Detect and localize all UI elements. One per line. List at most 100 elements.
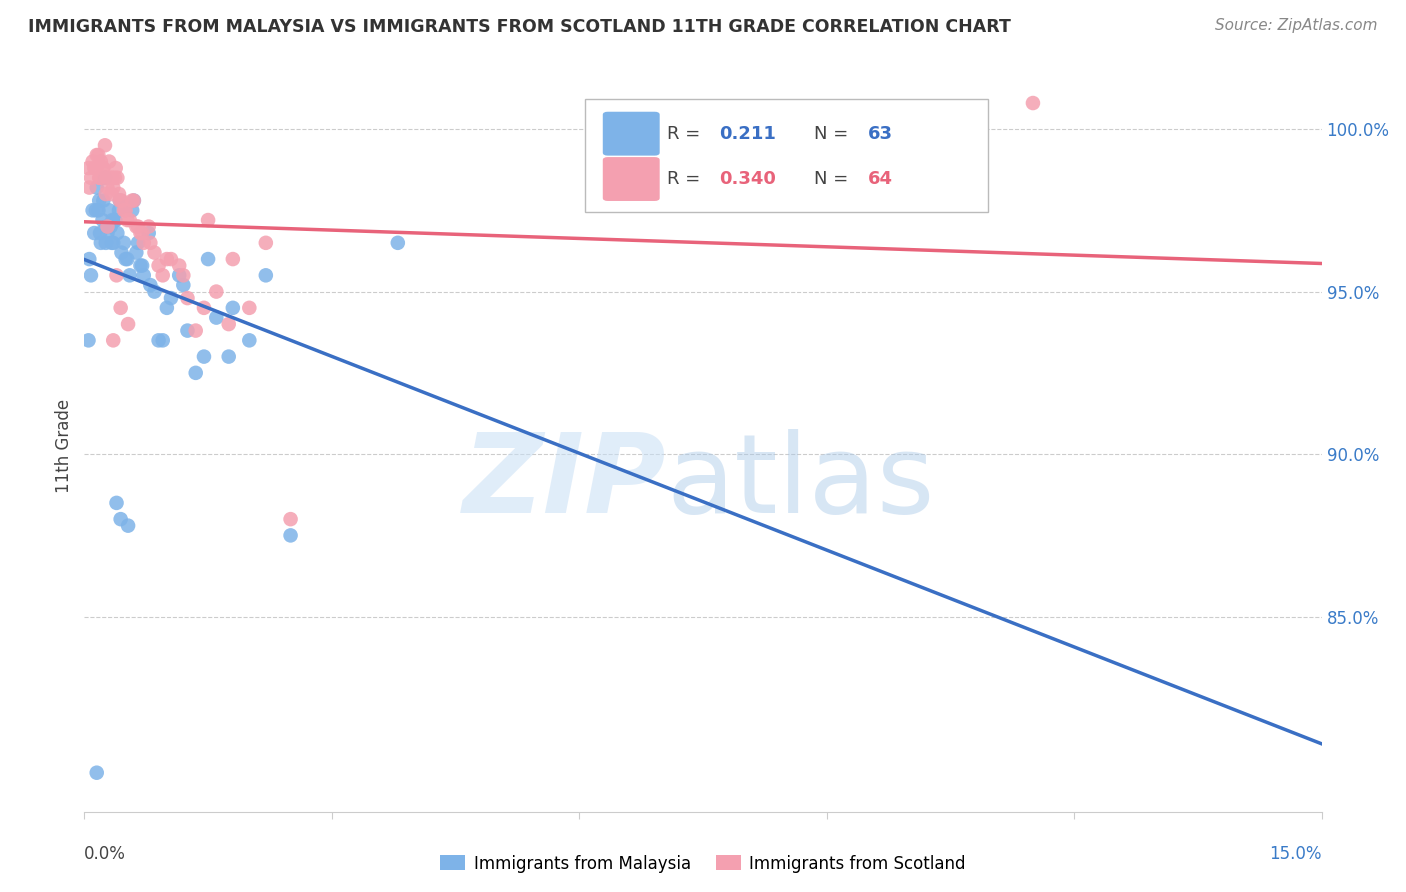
Point: [132, 268, 155, 283]
Text: 15.0%: 15.0%: [1270, 845, 1322, 863]
Point: [118, 213, 141, 227]
Point: [108, 194, 131, 208]
Point: [139, 235, 162, 250]
Point: [108, 187, 131, 202]
Point: [114, 252, 136, 266]
Point: [160, 252, 183, 266]
Point: [101, 213, 124, 227]
Point: [84, 161, 107, 175]
Point: [103, 334, 125, 348]
Point: [94, 187, 117, 202]
Point: [96, 226, 118, 240]
Point: [100, 219, 122, 234]
Point: [238, 301, 260, 315]
Point: [280, 528, 302, 542]
Point: [197, 252, 219, 266]
Point: [167, 259, 190, 273]
Point: [89, 226, 111, 240]
Point: [114, 203, 136, 218]
Point: [105, 496, 128, 510]
Point: [110, 512, 132, 526]
Point: [80, 268, 103, 283]
Point: [127, 235, 149, 250]
Point: [122, 194, 145, 208]
Point: [193, 350, 215, 364]
Point: [121, 203, 143, 218]
Point: [112, 203, 135, 218]
Point: [143, 285, 166, 299]
Point: [218, 317, 240, 331]
Point: [125, 219, 148, 234]
Point: [94, 235, 117, 250]
Text: R =: R =: [666, 170, 706, 188]
Point: [77, 161, 100, 175]
Point: [80, 170, 103, 185]
Point: [82, 154, 104, 169]
Y-axis label: 11th Grade: 11th Grade: [55, 399, 73, 493]
Point: [218, 350, 240, 364]
Point: [152, 268, 174, 283]
Point: [100, 235, 122, 250]
FancyBboxPatch shape: [603, 157, 659, 201]
Text: N =: N =: [814, 125, 855, 143]
Point: [83, 226, 105, 240]
Point: [77, 334, 100, 348]
Point: [87, 148, 110, 162]
Point: [143, 245, 166, 260]
Point: [139, 278, 162, 293]
Point: [105, 226, 128, 240]
Point: [86, 765, 108, 780]
Text: 0.211: 0.211: [718, 125, 776, 143]
Point: [156, 301, 179, 315]
Point: [105, 268, 128, 283]
Point: [91, 161, 114, 175]
Point: [118, 268, 141, 283]
Text: atlas: atlas: [666, 429, 935, 536]
Point: [148, 334, 170, 348]
Text: 0.340: 0.340: [718, 170, 776, 188]
Point: [98, 154, 121, 169]
Text: ZIP: ZIP: [463, 429, 666, 536]
Point: [108, 203, 131, 218]
Point: [96, 180, 118, 194]
Point: [84, 203, 107, 218]
Point: [184, 366, 207, 380]
Point: [96, 219, 118, 234]
Text: 0.0%: 0.0%: [84, 845, 127, 863]
Text: 63: 63: [868, 125, 893, 143]
Point: [112, 235, 135, 250]
Point: [91, 161, 114, 175]
Point: [104, 161, 127, 175]
Point: [103, 180, 125, 194]
Point: [129, 259, 152, 273]
Point: [254, 268, 277, 283]
Point: [89, 170, 111, 185]
Point: [125, 245, 148, 260]
FancyBboxPatch shape: [585, 99, 987, 212]
Point: [79, 180, 101, 194]
Point: [172, 268, 194, 283]
Point: [103, 235, 125, 250]
Point: [138, 226, 160, 240]
Point: [122, 194, 145, 208]
Point: [79, 252, 101, 266]
Point: [86, 148, 108, 162]
Point: [101, 170, 124, 185]
Point: [90, 154, 112, 169]
Point: [90, 235, 112, 250]
Point: [197, 213, 219, 227]
Point: [98, 203, 121, 218]
Point: [117, 317, 139, 331]
Point: [156, 252, 179, 266]
Text: Source: ZipAtlas.com: Source: ZipAtlas.com: [1215, 18, 1378, 33]
Point: [94, 138, 117, 153]
Point: [184, 324, 207, 338]
Point: [193, 301, 215, 315]
Point: [83, 161, 105, 175]
Point: [127, 219, 149, 234]
Text: 64: 64: [868, 170, 893, 188]
Point: [280, 512, 302, 526]
Point: [104, 170, 127, 185]
Point: [91, 213, 114, 227]
Point: [96, 219, 118, 234]
